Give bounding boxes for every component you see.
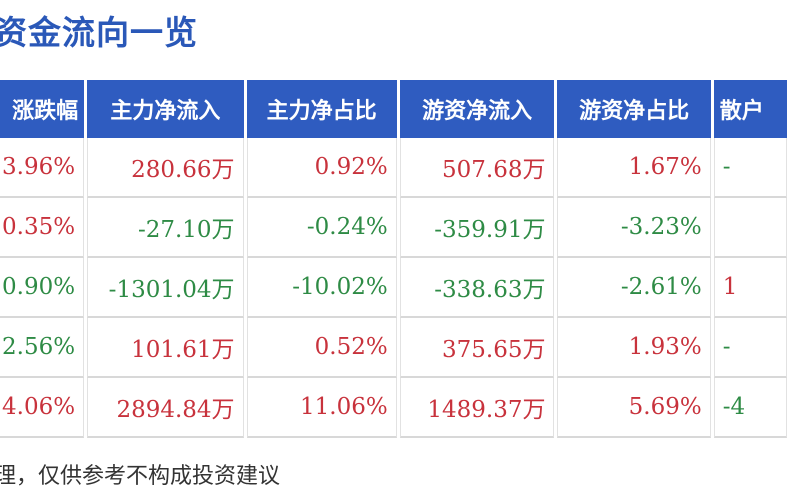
cell-hot-inflow: 507.68万 [399,138,555,198]
header-change-pct: 涨跌幅 [0,80,85,138]
cell-main-ratio: 11.06% [246,378,397,438]
cell-hot-ratio: 1.67% [557,138,711,198]
cell-main-inflow: 101.61万 [87,318,244,378]
header-main-ratio: 主力净占比 [246,80,397,138]
table-row: 2.56% 101.61万 0.52% 375.65万 1.93% - [0,318,787,378]
cell-hot-inflow: 375.65万 [399,318,555,378]
table-row: 3.96% 280.66万 0.92% 507.68万 1.67% - [0,138,787,198]
cell-main-inflow: -1301.04万 [87,258,244,318]
cell-retail [713,198,787,258]
cell-hot-ratio: 1.93% [557,318,711,378]
cell-retail: 1 [713,258,787,318]
cell-retail: - [713,138,787,198]
cell-change-pct: 3.96% [0,138,85,198]
cell-hot-ratio: 5.69% [557,378,711,438]
cell-hot-ratio: -2.61% [557,258,711,318]
cell-main-inflow: -27.10万 [87,198,244,258]
cell-hot-ratio: -3.23% [557,198,711,258]
cell-main-ratio: 0.52% [246,318,397,378]
cell-change-pct: 0.35% [0,198,85,258]
cell-main-ratio: -0.24% [246,198,397,258]
header-retail: 散户 [713,80,787,138]
cell-change-pct: 0.90% [0,258,85,318]
fund-flow-table: 涨跌幅 主力净流入 主力净占比 游资净流入 游资净占比 散户 3.96% 280.… [0,80,790,438]
header-main-inflow: 主力净流入 [87,80,244,138]
cell-hot-inflow: 1489.37万 [399,378,555,438]
cell-retail: - [713,318,787,378]
table-row: 0.90% -1301.04万 -10.02% -338.63万 -2.61% 1 [0,258,787,318]
header-hot-ratio: 游资净占比 [557,80,711,138]
table-row: 0.35% -27.10万 -0.24% -359.91万 -3.23% [0,198,787,258]
cell-hot-inflow: -359.91万 [399,198,555,258]
table-row: 4.06% 2894.84万 11.06% 1489.37万 5.69% -4 [0,378,787,438]
cell-change-pct: 4.06% [0,378,85,438]
cell-main-inflow: 280.66万 [87,138,244,198]
cell-retail: -4 [713,378,787,438]
cell-hot-inflow: -338.63万 [399,258,555,318]
cell-main-inflow: 2894.84万 [87,378,244,438]
page-title: 资金流向一览 [0,13,198,52]
disclaimer-text: 理，仅供参考不构成投资建议 [0,464,281,489]
table-header-row: 涨跌幅 主力净流入 主力净占比 游资净流入 游资净占比 散户 [0,80,787,138]
cell-change-pct: 2.56% [0,318,85,378]
cell-main-ratio: 0.92% [246,138,397,198]
cell-main-ratio: -10.02% [246,258,397,318]
header-hot-inflow: 游资净流入 [399,80,555,138]
